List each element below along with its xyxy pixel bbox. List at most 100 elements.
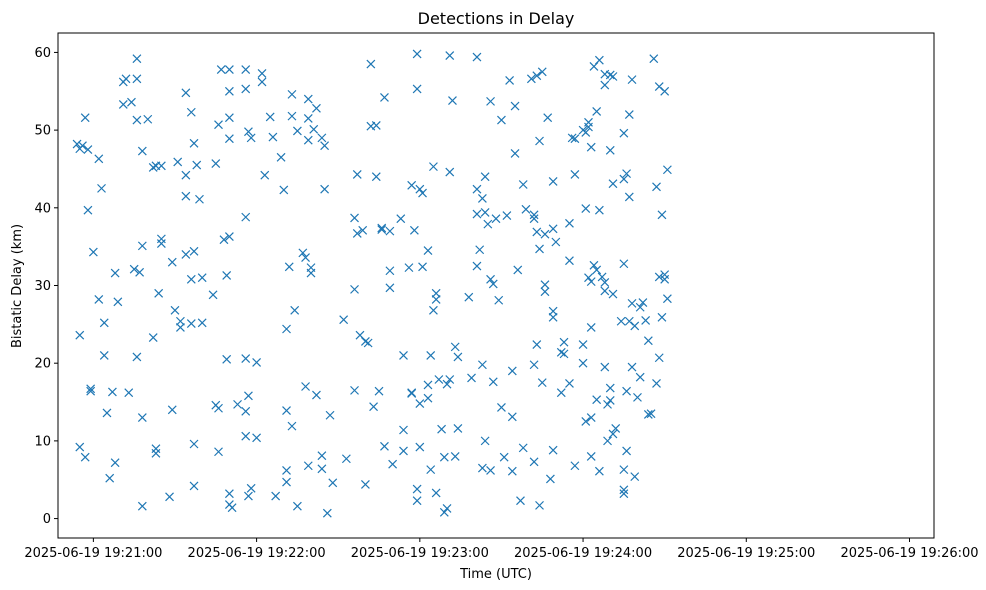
- data-point: [600, 80, 610, 90]
- data-point: [244, 391, 253, 401]
- data-point: [578, 358, 588, 368]
- data-point: [99, 350, 109, 360]
- data-point: [480, 208, 490, 217]
- data-point: [306, 268, 316, 278]
- data-point: [426, 350, 436, 360]
- data-point: [224, 86, 234, 96]
- data-point: [660, 270, 670, 280]
- data-point: [633, 392, 642, 402]
- data-point: [246, 483, 256, 493]
- data-point: [581, 128, 591, 137]
- data-point: [472, 184, 482, 194]
- data-point: [570, 461, 580, 471]
- data-point: [78, 141, 87, 151]
- data-point: [627, 362, 637, 372]
- data-point: [352, 229, 362, 238]
- data-point: [86, 384, 96, 394]
- data-point: [282, 324, 291, 334]
- data-point: [584, 273, 593, 283]
- data-point: [167, 257, 177, 267]
- data-point: [409, 225, 419, 235]
- data-point: [317, 451, 327, 461]
- data-point: [224, 113, 234, 123]
- x-tick-label: 2025-06-19 19:26:00: [840, 546, 978, 561]
- data-point: [646, 409, 656, 419]
- y-tick-label: 30: [34, 279, 51, 294]
- data-point: [135, 267, 145, 277]
- data-point: [548, 176, 558, 186]
- data-point: [497, 403, 506, 412]
- data-point: [605, 383, 615, 393]
- data-point: [132, 74, 142, 84]
- data-point: [260, 170, 270, 180]
- data-point: [654, 353, 664, 363]
- data-point: [167, 405, 177, 415]
- data-point: [540, 280, 550, 290]
- data-point: [605, 396, 615, 405]
- data-point: [412, 84, 422, 94]
- data-point: [543, 113, 553, 123]
- data-point: [132, 115, 142, 125]
- data-point: [303, 94, 313, 104]
- data-point: [516, 496, 525, 506]
- data-point: [399, 425, 408, 435]
- data-point: [214, 447, 223, 457]
- data-point: [385, 266, 395, 276]
- data-point: [241, 65, 251, 74]
- data-point: [475, 245, 485, 255]
- data-point: [521, 204, 531, 214]
- data-point: [472, 209, 482, 219]
- data-point: [570, 169, 580, 179]
- data-point: [265, 112, 275, 122]
- data-point: [660, 86, 670, 96]
- data-point: [556, 388, 566, 398]
- data-point: [181, 191, 191, 201]
- data-point: [118, 100, 128, 109]
- data-point: [181, 88, 191, 98]
- y-tick-label: 40: [34, 201, 51, 216]
- data-point: [559, 337, 569, 347]
- x-tick-label: 2025-06-19 19:24:00: [514, 546, 652, 561]
- data-point: [622, 169, 632, 179]
- data-point: [287, 421, 297, 431]
- data-point: [643, 336, 653, 346]
- data-point: [290, 305, 300, 315]
- data-point: [619, 465, 629, 475]
- data-point: [488, 279, 498, 289]
- data-point: [603, 399, 612, 409]
- data-point: [418, 188, 427, 198]
- data-point: [83, 205, 93, 215]
- data-point: [608, 72, 618, 81]
- data-point: [453, 424, 463, 433]
- data-point: [233, 399, 242, 409]
- data-point: [224, 232, 234, 241]
- data-point: [75, 330, 85, 340]
- data-point: [532, 227, 542, 237]
- data-point: [83, 145, 93, 154]
- data-point: [282, 477, 291, 487]
- data-point: [624, 192, 634, 202]
- data-point: [472, 52, 482, 62]
- data-point: [252, 433, 262, 443]
- data-point: [439, 452, 449, 462]
- data-point: [129, 264, 139, 274]
- data-point: [619, 174, 629, 184]
- data-point: [137, 146, 147, 156]
- data-point: [175, 323, 185, 332]
- data-point: [597, 272, 607, 282]
- data-point: [195, 194, 204, 204]
- data-point: [532, 340, 542, 349]
- data-point: [586, 451, 596, 461]
- x-tick-label: 2025-06-19 19:21:00: [24, 546, 162, 561]
- data-point: [189, 246, 199, 256]
- data-point: [535, 244, 544, 254]
- data-point: [124, 388, 134, 398]
- data-point: [244, 127, 253, 137]
- data-point: [208, 290, 218, 300]
- data-point: [186, 274, 196, 284]
- data-point: [565, 256, 574, 266]
- data-point: [594, 466, 604, 476]
- data-point: [567, 133, 577, 143]
- x-tick-label: 2025-06-19 19:25:00: [677, 546, 815, 561]
